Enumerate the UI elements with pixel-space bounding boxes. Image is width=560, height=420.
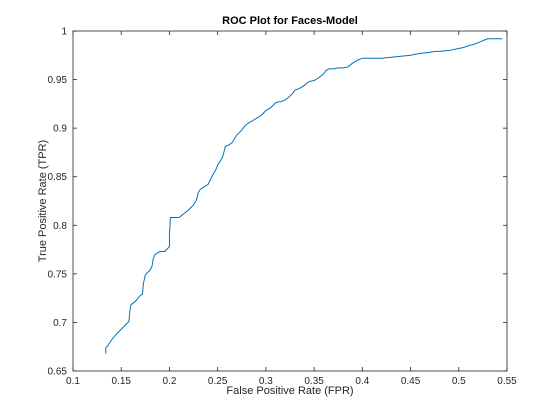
y-tick-label: 0.75 [48,269,68,280]
y-tick-label: 0.85 [48,172,68,183]
x-tick-label: 0.3 [259,376,273,387]
x-tick-label: 0.35 [304,376,324,387]
x-tick-label: 0.5 [452,376,466,387]
x-tick-label: 0.1 [66,376,80,387]
series-layer [105,38,503,354]
chart-title: ROC Plot for Faces-Model [222,15,358,27]
plot-area [72,30,508,372]
tick-labels: 0.1 0.15 0.2 0.25 0.3 0.35 0.4 0.45 0.5 0.55 0.65 0… [48,27,518,388]
y-tick-label: 0.7 [53,318,67,329]
y-tick-label: 1 [61,27,67,38]
y-axis-label: True Positive Rate (TPR) [37,140,49,262]
x-tick-label: 0.4 [355,376,369,387]
x-tick-label: 0.55 [497,376,517,387]
x-tick-label: 0.25 [208,376,228,387]
tick-marks [72,30,508,372]
y-tick-label: 0.8 [53,221,67,232]
y-tick-label: 0.65 [48,367,68,378]
x-axis-label: False Positive Rate (FPR) [226,385,353,397]
x-tick-label: 0.2 [162,376,176,387]
y-tick-label: 0.9 [53,124,67,135]
x-tick-label: 0.15 [111,376,131,387]
x-tick-label: 0.45 [401,376,421,387]
roc-curve-line [105,38,503,354]
y-tick-label: 0.95 [48,75,68,86]
